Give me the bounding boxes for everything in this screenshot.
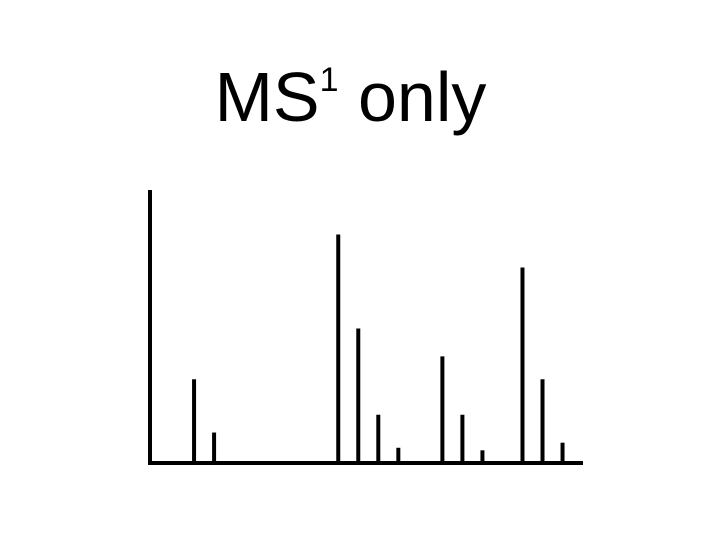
spectrum-bars xyxy=(192,234,565,463)
chart-title-main: MS xyxy=(214,58,320,136)
chart-title-suffix: only xyxy=(338,58,487,136)
chart-title-superscript: 1 xyxy=(319,61,339,99)
chart-title: MS1 only xyxy=(0,52,701,142)
